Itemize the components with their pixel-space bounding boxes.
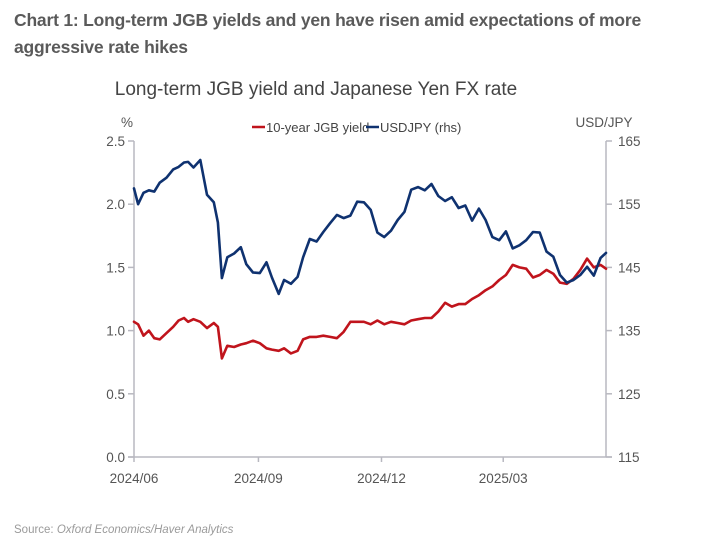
left-tick-label: 0.5 [106,387,125,402]
plot-area [132,158,608,360]
x-tick-label: 2025/03 [479,471,528,486]
right-tick-label: 155 [618,197,641,212]
axes: 0.0 0.5 1.0 1.5 2.0 2.5 115 125 135 145 155 165 2024… [106,134,640,486]
right-axis-unit: USD/JPY [575,115,632,130]
left-axis-unit: % [121,115,133,130]
x-tick-label: 2024/12 [357,471,406,486]
left-tick-label: 1.5 [106,260,125,275]
right-tick-label: 165 [618,134,641,149]
x-tick-label: 2024/06 [110,471,159,486]
x-tick-label: 2024/09 [234,471,283,486]
chart-title: Long-term JGB yield and Japanese Yen FX … [115,79,517,100]
source-text: Oxford Economics/Haver Analytics [56,524,234,536]
left-tick-label: 1.0 [106,324,125,339]
series-line-usdjpy [132,158,608,296]
legend-label-jgb: 10-year JGB yield [266,120,369,135]
series-line-jgb-yield [132,257,608,360]
figure-title: Chart 1: Long-term JGB yields and yen ha… [14,10,642,57]
right-tick-label: 125 [618,387,641,402]
source-label: Source: [14,524,57,536]
legend-label-usdjpy: USDJPY (rhs) [380,120,461,135]
legend: 10-year JGB yield USDJPY (rhs) [252,120,461,135]
source-note: Source: Oxford Economics/Haver Analytics [14,524,233,536]
left-tick-label: 0.0 [106,450,125,465]
left-tick-label: 2.0 [106,197,125,212]
right-tick-label: 145 [618,260,641,275]
right-tick-label: 115 [618,450,640,465]
right-tick-label: 135 [618,324,641,339]
left-tick-label: 2.5 [106,134,125,149]
